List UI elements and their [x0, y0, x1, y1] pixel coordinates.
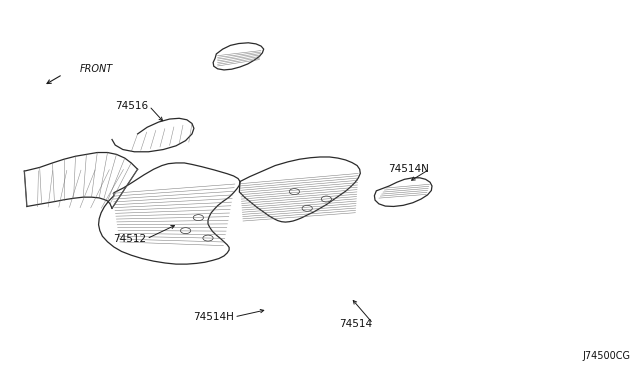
Text: J74500CG: J74500CG: [582, 351, 630, 361]
Text: 74512: 74512: [113, 234, 146, 244]
Text: 74516: 74516: [115, 101, 148, 111]
Text: FRONT: FRONT: [80, 64, 113, 74]
Text: 74514: 74514: [339, 319, 372, 328]
Text: 74514H: 74514H: [193, 312, 234, 322]
Text: 74514N: 74514N: [388, 164, 429, 174]
